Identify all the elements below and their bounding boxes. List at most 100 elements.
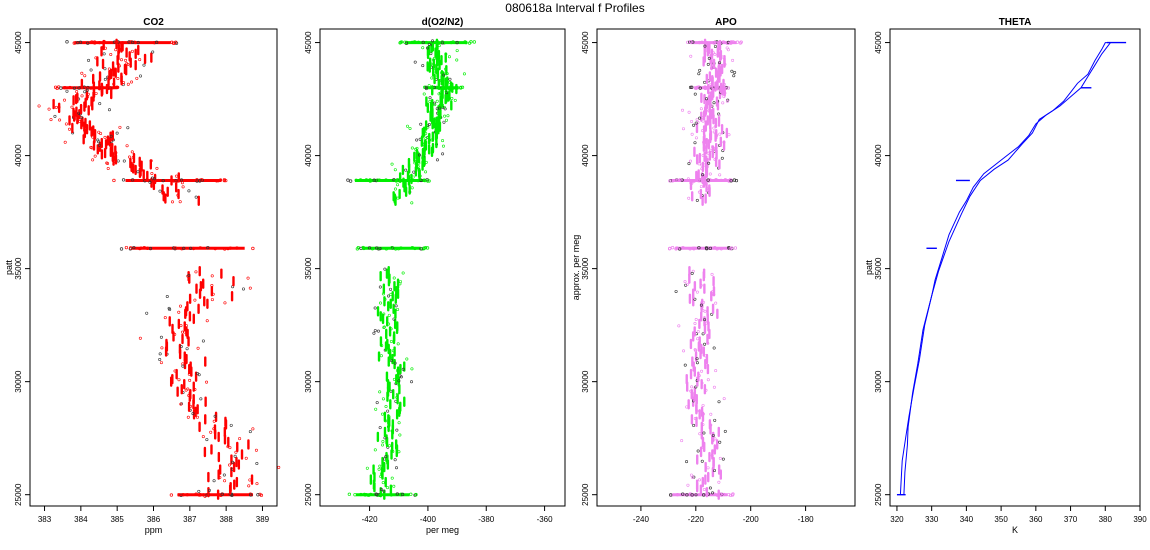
- data-point: [713, 40, 717, 45]
- data-point: [455, 49, 459, 53]
- x-axis-label: K: [1012, 525, 1018, 535]
- data-point: [115, 85, 120, 90]
- data-point: [83, 74, 87, 78]
- data-point: [130, 178, 135, 182]
- data-point: [199, 397, 203, 401]
- data-point: [433, 69, 437, 73]
- data-point: [399, 492, 403, 496]
- data-point: [444, 52, 448, 56]
- data-point: [161, 179, 165, 183]
- data-point: [686, 483, 690, 487]
- data-point: [130, 150, 134, 154]
- data-point: [210, 274, 214, 278]
- data-point: [727, 133, 731, 137]
- data-point: [410, 40, 414, 45]
- data-point: [130, 80, 134, 84]
- data-point: [731, 492, 735, 496]
- data-point: [388, 444, 392, 448]
- x-tick-label: 384: [74, 515, 88, 524]
- x-tick-label: 386: [147, 515, 161, 524]
- data-point: [136, 40, 140, 45]
- data-point: [704, 97, 708, 101]
- data-point: [102, 39, 106, 43]
- data-point: [218, 178, 223, 182]
- data-point: [70, 105, 74, 109]
- data-point: [347, 492, 352, 496]
- data-point: [277, 465, 281, 469]
- data-point: [142, 246, 146, 250]
- data-point: [179, 304, 183, 308]
- data-point: [396, 307, 400, 311]
- data-point: [381, 440, 385, 444]
- data-point: [384, 405, 388, 409]
- panel-title: THETA: [999, 17, 1032, 28]
- data-point: [181, 185, 185, 189]
- y-tick-label: 30000: [874, 370, 883, 393]
- data-point: [196, 372, 200, 376]
- data-point: [365, 466, 369, 470]
- data-point: [222, 473, 226, 477]
- data-point: [375, 401, 379, 405]
- data-point: [377, 467, 381, 471]
- data-point: [401, 367, 405, 371]
- y-tick-label: 30000: [304, 370, 313, 393]
- data-point: [730, 69, 734, 73]
- data-point: [687, 110, 691, 114]
- data-point: [122, 159, 126, 163]
- data-point: [186, 387, 190, 391]
- y-tick-label: 45000: [304, 31, 313, 54]
- data-point: [373, 306, 377, 310]
- data-point: [403, 40, 407, 44]
- data-point: [118, 125, 122, 129]
- data-point: [401, 271, 405, 275]
- data-point: [424, 170, 428, 174]
- data-point: [394, 466, 398, 470]
- data-point: [700, 459, 704, 463]
- data-point: [174, 40, 178, 44]
- data-point: [378, 285, 382, 289]
- data-point: [447, 55, 451, 59]
- data-point: [453, 98, 457, 102]
- data-point: [181, 364, 185, 368]
- data-point: [395, 392, 399, 396]
- data-point: [428, 96, 432, 100]
- data-point: [389, 327, 393, 331]
- data-point: [156, 178, 160, 182]
- data-point: [402, 178, 406, 182]
- data-point: [180, 247, 184, 251]
- data-point: [701, 154, 705, 158]
- data-point: [53, 114, 57, 118]
- data-point: [378, 301, 382, 305]
- data-point: [115, 131, 119, 135]
- data-point: [693, 321, 697, 325]
- plot-frame: [596, 28, 856, 507]
- data-point: [169, 493, 174, 497]
- data-point: [721, 101, 725, 105]
- data-point: [126, 126, 130, 130]
- data-point: [720, 156, 724, 160]
- data-point: [426, 179, 430, 183]
- data-point: [714, 178, 718, 182]
- data-point: [173, 369, 177, 373]
- data-point: [689, 54, 693, 58]
- data-point: [205, 380, 209, 384]
- data-point: [455, 58, 459, 62]
- data-point: [397, 421, 401, 425]
- y-tick-label: 25000: [14, 483, 23, 506]
- data-point: [441, 139, 445, 143]
- data-point: [707, 56, 711, 60]
- data-point: [717, 112, 721, 116]
- data-point: [674, 289, 678, 293]
- data-point: [220, 492, 224, 496]
- data-point: [712, 126, 716, 130]
- data-point: [408, 127, 412, 131]
- data-point: [733, 71, 737, 75]
- data-point: [390, 476, 394, 480]
- data-point: [442, 41, 446, 45]
- data-point: [142, 63, 146, 67]
- data-point: [111, 68, 115, 72]
- data-point: [732, 74, 736, 78]
- data-point: [697, 190, 701, 194]
- data-point: [719, 247, 723, 251]
- x-tick-label: 388: [219, 515, 233, 524]
